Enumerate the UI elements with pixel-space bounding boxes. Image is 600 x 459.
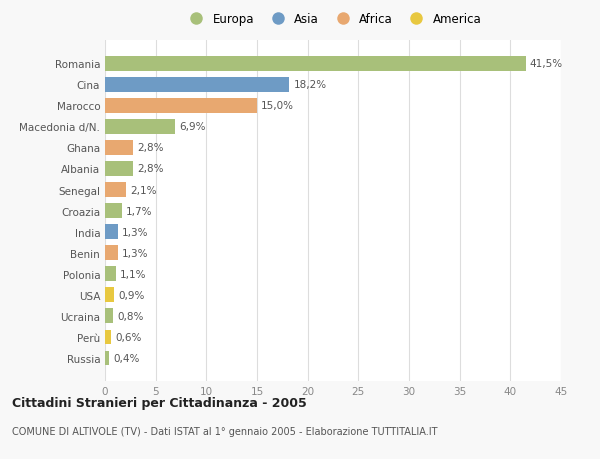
Text: 18,2%: 18,2% bbox=[293, 80, 326, 90]
Bar bbox=[105, 120, 175, 134]
Bar bbox=[105, 57, 526, 72]
Text: 0,4%: 0,4% bbox=[113, 353, 139, 363]
Text: 2,1%: 2,1% bbox=[130, 185, 157, 195]
Bar bbox=[105, 204, 122, 218]
Text: 1,3%: 1,3% bbox=[122, 248, 149, 258]
Bar bbox=[105, 309, 113, 324]
Bar bbox=[105, 351, 109, 365]
Bar bbox=[105, 162, 133, 176]
Text: 0,8%: 0,8% bbox=[117, 311, 143, 321]
Text: 2,8%: 2,8% bbox=[137, 164, 164, 174]
Bar bbox=[105, 330, 111, 345]
Text: 1,3%: 1,3% bbox=[122, 227, 149, 237]
Bar bbox=[105, 267, 116, 281]
Bar bbox=[105, 288, 114, 302]
Legend: Europa, Asia, Africa, America: Europa, Asia, Africa, America bbox=[182, 11, 484, 28]
Bar bbox=[105, 225, 118, 240]
Text: 2,8%: 2,8% bbox=[137, 143, 164, 153]
Text: 1,7%: 1,7% bbox=[126, 206, 153, 216]
Text: 6,9%: 6,9% bbox=[179, 122, 205, 132]
Text: Cittadini Stranieri per Cittadinanza - 2005: Cittadini Stranieri per Cittadinanza - 2… bbox=[12, 396, 307, 409]
Bar bbox=[105, 246, 118, 261]
Bar bbox=[105, 183, 126, 197]
Text: 0,6%: 0,6% bbox=[115, 332, 142, 342]
Text: 41,5%: 41,5% bbox=[530, 59, 563, 69]
Text: 0,9%: 0,9% bbox=[118, 290, 145, 300]
Bar bbox=[105, 78, 289, 92]
Bar bbox=[105, 141, 133, 156]
Text: COMUNE DI ALTIVOLE (TV) - Dati ISTAT al 1° gennaio 2005 - Elaborazione TUTTITALI: COMUNE DI ALTIVOLE (TV) - Dati ISTAT al … bbox=[12, 426, 437, 436]
Bar bbox=[105, 99, 257, 113]
Text: 1,1%: 1,1% bbox=[120, 269, 146, 279]
Text: 15,0%: 15,0% bbox=[261, 101, 294, 111]
